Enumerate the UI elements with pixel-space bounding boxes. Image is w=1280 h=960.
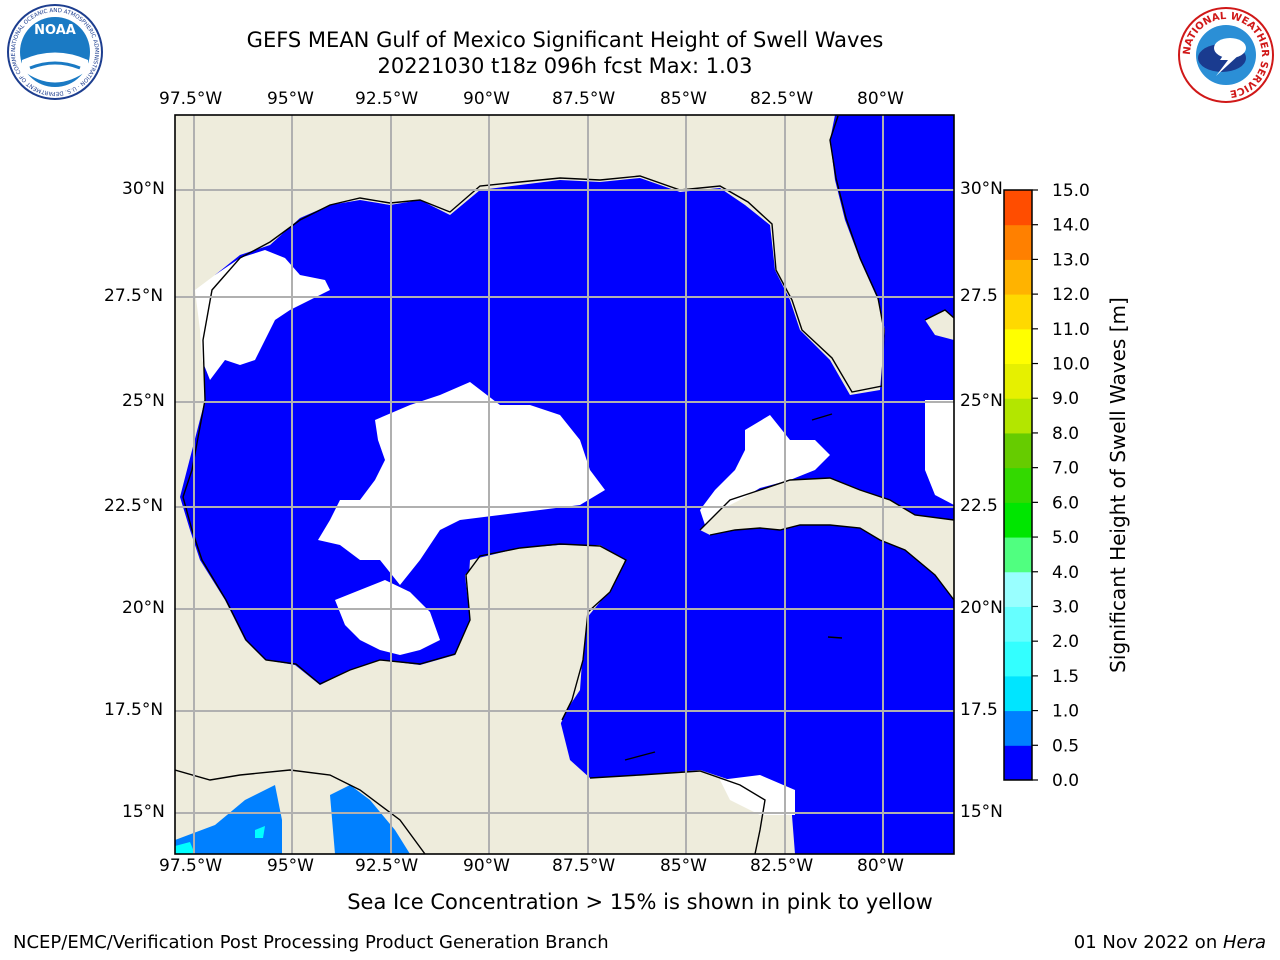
lat-label-left: 27.5°N <box>104 286 164 306</box>
lon-label-bottom: 87.5°W <box>552 856 616 876</box>
colorbar-segment <box>1004 467 1032 503</box>
chart-subtitle: 20221030 t18z 096h fcst Max: 1.03 <box>377 54 753 78</box>
footer-host: Hera <box>1222 932 1266 953</box>
colorbar-tick-label: 3.0 <box>1052 597 1079 617</box>
colorbar-tick-label: 4.0 <box>1052 563 1079 583</box>
colorbar-tick-label: 15.0 <box>1052 181 1090 201</box>
caption-text: Sea Ice Concentration > 15% is shown in … <box>347 890 933 914</box>
lon-label-bottom: 80°W <box>857 856 904 876</box>
colorbar-tick-label: 13.0 <box>1052 250 1090 270</box>
colorbar-label: Significant Height of Swell Waves [m] <box>1106 297 1130 673</box>
noaa-logo-text: NOAA <box>34 23 76 38</box>
lat-label-right: 22.5 <box>960 496 998 516</box>
lon-label-top: 82.5°W <box>750 89 814 109</box>
lat-label-left: 17.5°N <box>104 700 164 720</box>
colorbar-segment <box>1004 432 1032 469</box>
colorbar-segment <box>1004 675 1032 712</box>
lat-label-left: 15°N <box>122 802 165 822</box>
lon-label-top: 87.5°W <box>552 89 616 109</box>
map-frame <box>174 114 955 855</box>
cuba-land <box>700 478 954 600</box>
lat-label-right: 27.5 <box>960 286 998 306</box>
lon-label-bottom: 90°W <box>463 856 510 876</box>
colorbar-segment <box>1004 190 1032 226</box>
colorbar-segment <box>1004 606 1032 642</box>
map-area <box>175 115 954 854</box>
colorbar-tick-label: 0.0 <box>1052 771 1079 791</box>
lon-label-top: 90°W <box>463 89 510 109</box>
colorbar-tick-label: 12.0 <box>1052 285 1090 305</box>
yucatan-land <box>468 545 625 725</box>
colorbar-segment <box>1004 363 1032 399</box>
colorbar-segment <box>1004 571 1032 607</box>
nws-logo: NATIONAL WEATHER SERVICE <box>1178 7 1274 103</box>
lat-label-left: 25°N <box>122 391 165 411</box>
colorbar-tick-label: 1.0 <box>1052 702 1079 722</box>
colorbar-tick-label: 5.0 <box>1052 528 1079 548</box>
colorbar-segment <box>1004 224 1032 260</box>
colorbar-tick-label: 11.0 <box>1052 320 1090 340</box>
lat-label-left: 30°N <box>122 179 165 199</box>
lon-label-top: 97.5°W <box>159 89 223 109</box>
map-gridlines <box>175 115 954 854</box>
colorbar-segment <box>1004 641 1032 677</box>
lon-label-bottom: 92.5°W <box>355 856 419 876</box>
lon-label-top: 85°W <box>660 89 707 109</box>
colorbar-segment <box>1004 537 1032 573</box>
lat-label-right: 30°N <box>960 179 1003 199</box>
colorbar-segment <box>1004 502 1032 538</box>
colorbar-tick-label: 14.0 <box>1052 216 1090 236</box>
colorbar-tick-label: 9.0 <box>1052 389 1079 409</box>
colorbar-segment <box>1004 294 1032 330</box>
colorbar-segment <box>1004 745 1032 781</box>
colorbar-tick-label: 6.0 <box>1052 493 1079 513</box>
lon-label-bottom: 85°W <box>660 856 707 876</box>
noaa-logo: NOAA NATIONAL OCEANIC AND ATMOSPHERIC AD… <box>0 0 103 100</box>
chart-title: GEFS MEAN Gulf of Mexico Significant Hei… <box>246 28 884 52</box>
colorbar-tick-label: 1.5 <box>1052 667 1079 687</box>
colorbar-tick-label: 2.0 <box>1052 632 1079 652</box>
lon-label-top: 95°W <box>267 89 314 109</box>
lat-label-left: 22.5°N <box>104 496 164 516</box>
colorbar-tick-label: 8.0 <box>1052 424 1079 444</box>
colorbar-tick-label: 0.5 <box>1052 736 1079 756</box>
lon-label-bottom: 95°W <box>267 856 314 876</box>
lat-label-right: 25°N <box>960 391 1003 411</box>
colorbar-tick-label: 10.0 <box>1052 355 1090 375</box>
colorbar-segment <box>1004 710 1032 746</box>
lon-label-bottom: 82.5°W <box>750 856 814 876</box>
lat-label-right: 17.5 <box>960 700 998 720</box>
bahamas-land <box>925 310 954 340</box>
footer-left: NCEP/EMC/Verification Post Processing Pr… <box>13 932 609 953</box>
colorbar-frame <box>1003 189 1033 781</box>
footer-date: 01 Nov 2022 on <box>1073 932 1223 953</box>
colorbar-segment <box>1004 398 1032 434</box>
colorbar: 0.0 0.5 1.0 1.5 2.0 3.0 4.0 5.0 6.0 7.0 8.0 9.0 10.0… <box>1003 181 1090 791</box>
lat-label-left: 20°N <box>122 598 165 618</box>
lon-label-bottom: 97.5°W <box>159 856 223 876</box>
lat-label-right: 15°N <box>960 802 1003 822</box>
lat-label-right: 20°N <box>960 598 1003 618</box>
lon-label-top: 80°W <box>857 89 904 109</box>
lon-label-top: 92.5°W <box>355 89 419 109</box>
footer-right: 01 Nov 2022 on Hera <box>1074 932 1266 953</box>
colorbar-segment <box>1004 259 1032 295</box>
colorbar-segment <box>1004 328 1032 365</box>
colorbar-tick-label: 7.0 <box>1052 459 1079 479</box>
